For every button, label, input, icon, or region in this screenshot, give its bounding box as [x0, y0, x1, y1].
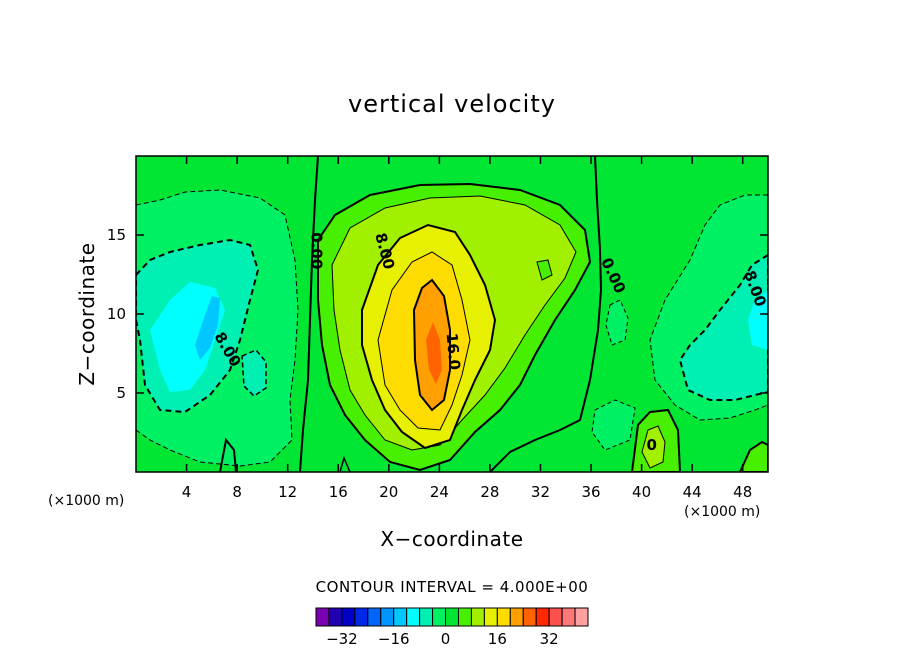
x-tick-label: 40 — [632, 483, 651, 501]
zero-contour-bottom-center — [339, 455, 351, 472]
zero-contour-right — [489, 156, 603, 472]
x-tick-label: 44 — [683, 483, 702, 501]
colorbar-tick-label: 16 — [488, 630, 507, 648]
plot-area — [136, 156, 768, 472]
y-tick-label: 5 — [116, 384, 126, 402]
x-tick-label: 48 — [733, 483, 752, 501]
x-axis-ticks: 4 8 12 16 20 24 28 32 36 40 44 48 — [182, 156, 752, 501]
negative-pocket-right-a — [605, 299, 629, 346]
negative-pocket-left — [241, 349, 267, 397]
negative-region-right-inner — [748, 290, 768, 350]
x-tick-label: 32 — [531, 483, 550, 501]
positive-pocket-right — [536, 259, 553, 281]
colorbar-swatch — [432, 607, 447, 627]
negative-region-right-mid — [678, 253, 768, 401]
contour-label: 0.00 — [308, 232, 326, 269]
colorbar-swatch — [380, 607, 395, 627]
zero-contour-left — [299, 156, 319, 472]
colorbar-swatch — [496, 607, 511, 627]
zero-contour-bottom-left — [219, 437, 237, 472]
colorbar-swatch — [457, 607, 472, 627]
colorbar-swatch — [470, 607, 485, 627]
colorbar-tick-label: 0 — [441, 630, 451, 648]
colorbar-swatch — [419, 607, 434, 627]
negative-pocket-right-b — [591, 399, 636, 451]
colorbar-swatch — [393, 607, 408, 627]
colorbar-tick-label: −32 — [326, 630, 358, 648]
x-tick-label: 24 — [430, 483, 449, 501]
chart-title: vertical velocity — [348, 90, 556, 118]
x-unit-label-right: (×1000 m) — [684, 504, 760, 520]
positive-pocket-corner — [738, 440, 768, 472]
x-tick-label: 8 — [232, 483, 242, 501]
contour-interval-label: CONTOUR INTERVAL = 4.000E+00 — [316, 578, 589, 596]
x-tick-label: 36 — [581, 483, 600, 501]
positive-pocket-bottom-right-inner — [641, 425, 666, 469]
colorbar — [315, 607, 589, 627]
colorbar-swatch — [315, 607, 330, 627]
colorbar-swatch — [328, 607, 343, 627]
x-tick-label: 4 — [182, 483, 192, 501]
colorbar-tick-label: −16 — [378, 630, 410, 648]
colorbar-swatch — [341, 607, 356, 627]
colorbar-swatch — [354, 607, 369, 627]
x-tick-label: 12 — [278, 483, 297, 501]
colorbar-swatch — [548, 607, 563, 627]
y-axis-ticks: 5 10 15 — [107, 226, 768, 402]
colorbar-swatch — [509, 607, 524, 627]
colorbar-tick-label: 32 — [540, 630, 559, 648]
x-tick-label: 28 — [480, 483, 499, 501]
colorbar-swatch — [483, 607, 498, 627]
colorbar-tick-labels: −32 −16 0 16 32 — [326, 630, 559, 648]
contour-label: 0 — [646, 436, 656, 454]
negative-region-left-inner — [150, 282, 225, 392]
colorbar-swatch — [535, 607, 550, 627]
x-unit-label-left: (×1000 m) — [48, 493, 124, 509]
colorbar-swatch — [406, 607, 421, 627]
contour-label: 16.0 — [443, 332, 464, 370]
colorbar-swatch — [445, 607, 459, 627]
x-tick-label: 16 — [329, 483, 348, 501]
colorbar-swatch — [522, 607, 537, 627]
x-axis-label: X−coordinate — [380, 527, 523, 551]
y-tick-label: 10 — [107, 305, 126, 323]
negative-region-left-core — [195, 296, 220, 360]
colorbar-swatch — [367, 607, 382, 627]
colorbar-swatch — [561, 607, 576, 627]
y-axis-label: Z−coordinate — [75, 242, 99, 385]
colorbar-swatch — [574, 607, 589, 627]
x-tick-label: 20 — [379, 483, 398, 501]
y-tick-label: 15 — [107, 226, 126, 244]
positive-region-20 — [426, 322, 442, 384]
